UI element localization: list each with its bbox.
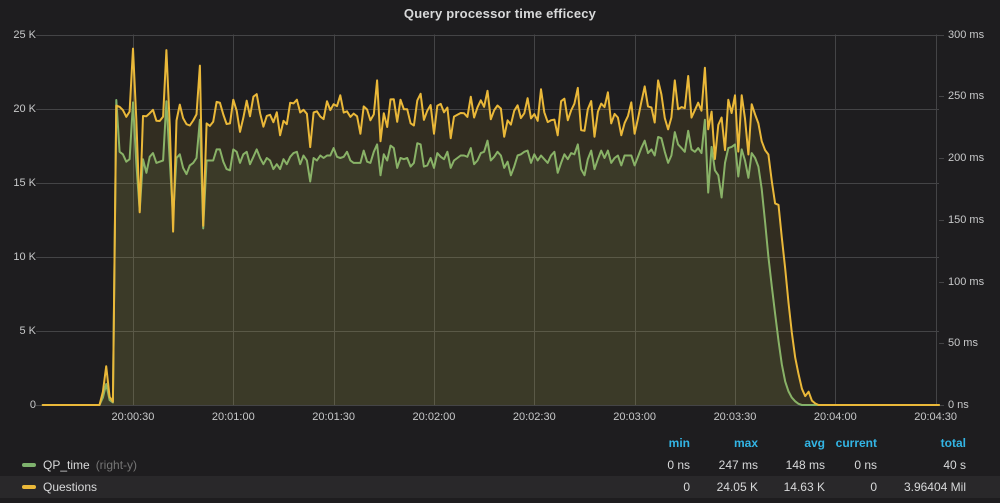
series-line-questions [41,47,940,406]
legend-series-qp-time: QP_time (right-y) [0,458,620,472]
legend-col-total[interactable]: total [940,436,966,450]
qp-time-current: 0 ns [854,458,877,472]
legend-series-questions: Questions [0,480,620,494]
questions-avg: 14.63 K [783,480,825,494]
qp-time-min: 0 ns [667,458,690,472]
series-fill-questions [42,48,939,405]
chart-area[interactable]: 0 5 K 10 K 15 K 20 K 25 K 0 ns 50 ms 100 ms 150 m… [0,0,1000,430]
y-axis-right-label: 0 ns [948,399,969,411]
series-line-qp_time [41,99,940,406]
y-axis-right-label: 100 ms [948,275,985,288]
series-fill-qp_time [42,100,939,405]
legend-col-max[interactable]: max [733,436,758,450]
y-axis-left-label: 10 K [13,250,36,263]
y-axis-right-label: 300 ms [948,28,985,41]
y-axis-right-label: 150 ms [948,213,985,226]
questions-current: 0 [870,480,877,494]
x-axis-label: 20:02:30 [512,411,556,423]
panel-title[interactable]: Query processor time efficecy [403,6,597,21]
legend-col-avg[interactable]: avg [804,436,825,450]
questions-max: 24.05 K [716,480,758,494]
y-axis-left-label: 15 K [13,176,36,189]
y-axis-left-label: 20 K [13,102,36,115]
series-axis-note: (right-y) [95,458,138,472]
questions-total: 3.96404 Mil [903,480,966,494]
x-axis-label: 20:04:30 [914,411,958,423]
y-axis-right-label: 250 ms [948,90,985,103]
series-color-swatch-icon[interactable] [22,463,36,467]
series-label-qp-time[interactable]: QP_time [43,458,90,472]
legend-row-questions: Questions 0 24.05 K 14.63 K 0 3.96404 Mi… [0,476,1000,498]
y-axis-right-label: 50 ms [948,337,978,350]
legend: min max avg current total QP_time (right… [0,432,1000,498]
questions-min: 0 [683,480,690,494]
x-axis-label: 20:03:30 [713,411,757,423]
qp-time-avg: 148 ms [785,458,825,472]
x-axis-label: 20:01:00 [211,411,255,423]
x-axis-label: 20:00:30 [111,411,155,423]
x-axis-label: 20:03:00 [613,411,657,423]
x-axis-label: 20:02:00 [412,411,456,423]
qp-time-total: 40 s [943,458,966,472]
y-axis-right-label: 200 ms [948,152,985,164]
legend-header-row: min max avg current total [0,432,1000,454]
y-axis-left-label: 0 [29,399,36,411]
legend-col-current[interactable]: current [835,436,877,450]
series-color-swatch-icon[interactable] [22,485,36,489]
y-axis-left-label: 25 K [13,28,36,41]
series-label-questions[interactable]: Questions [43,480,98,494]
x-axis-label: 20:01:30 [312,411,356,423]
legend-row-qp-time: QP_time (right-y) 0 ns 247 ms 148 ms 0 n… [0,454,1000,476]
timeseries-chart [36,34,944,406]
x-axis-label: 20:04:00 [813,411,857,423]
legend-col-min[interactable]: min [668,436,690,450]
qp-time-max: 247 ms [718,458,758,472]
y-axis-left-label: 5 K [19,324,36,337]
